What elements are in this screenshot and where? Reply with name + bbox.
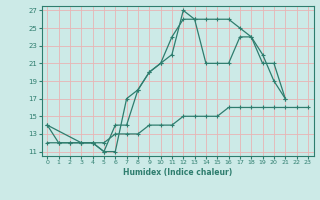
X-axis label: Humidex (Indice chaleur): Humidex (Indice chaleur) (123, 168, 232, 177)
